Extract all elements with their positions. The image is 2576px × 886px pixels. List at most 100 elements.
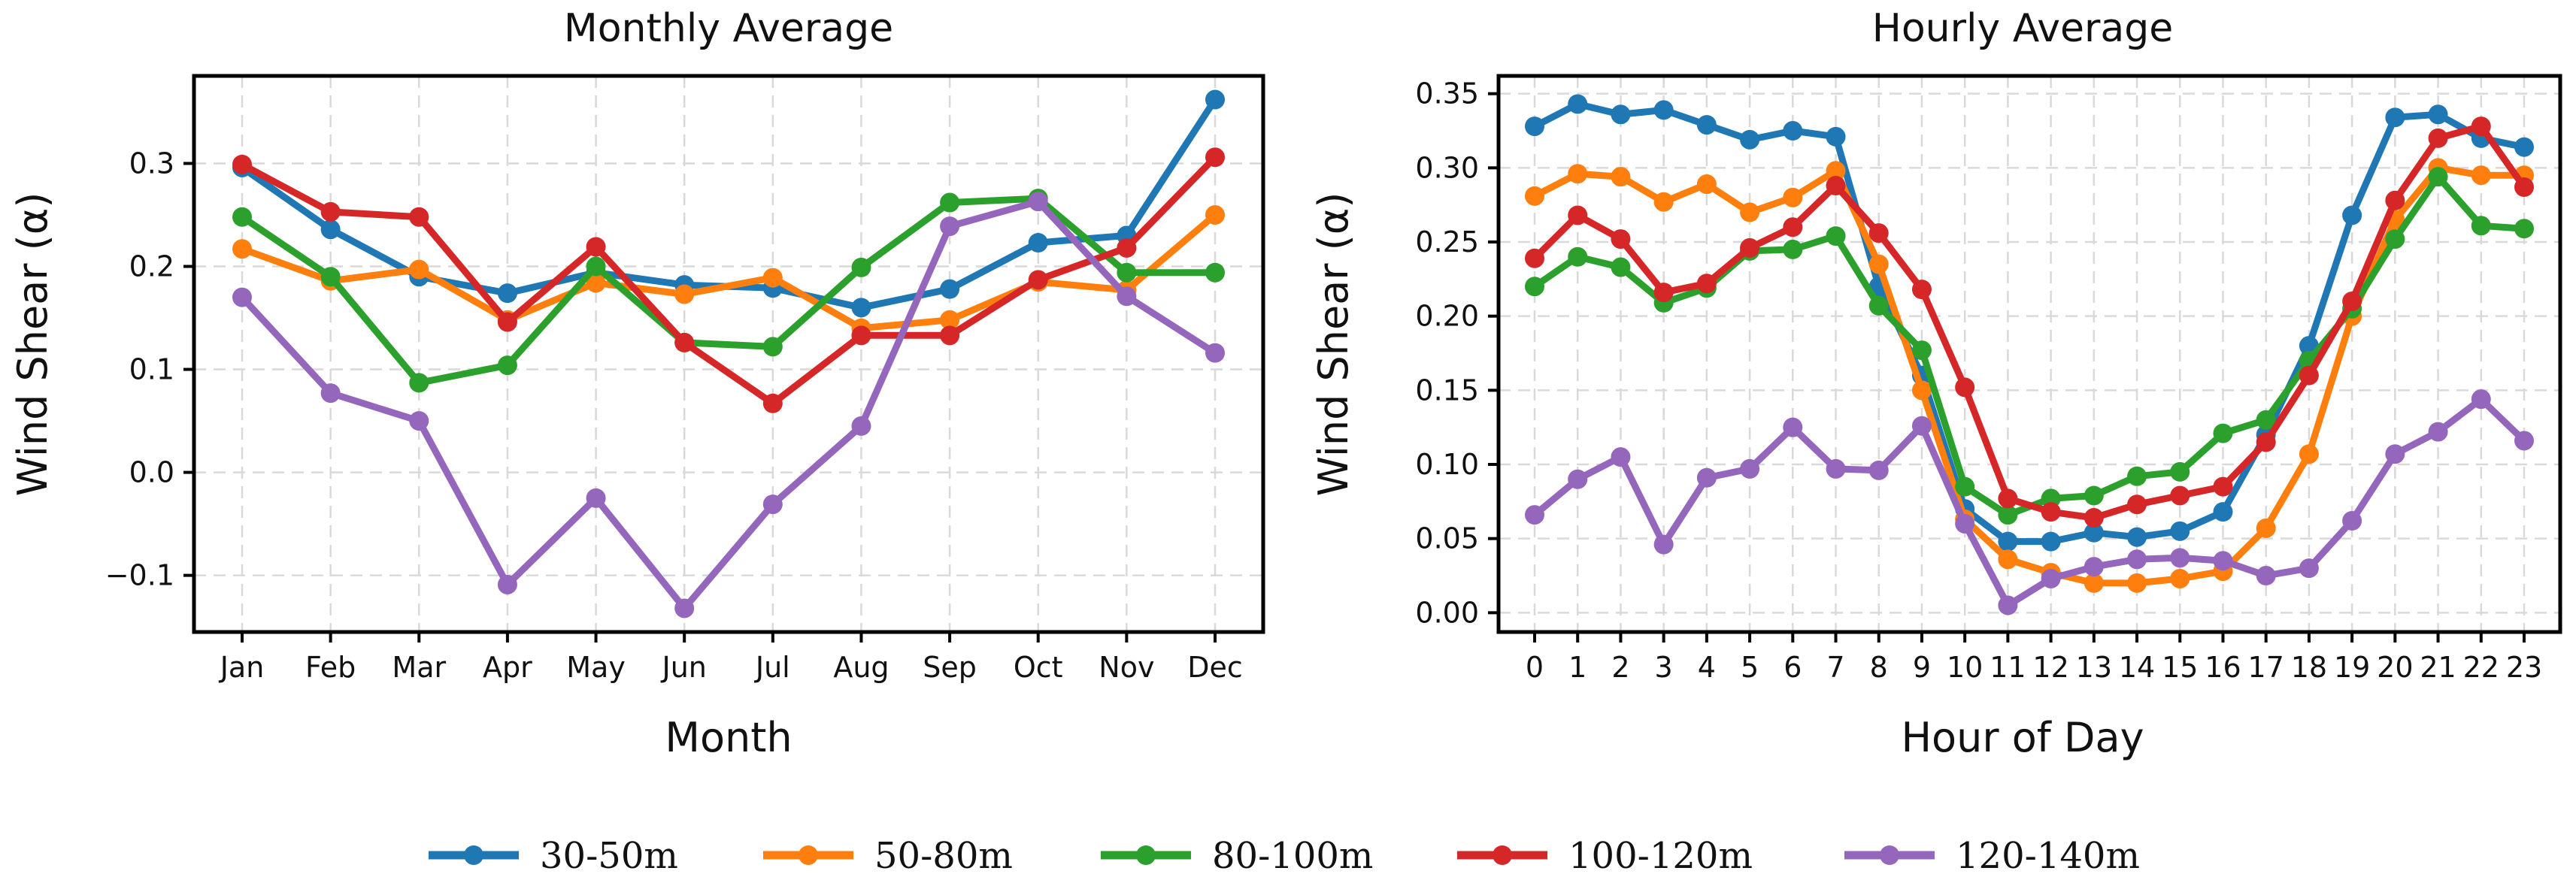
- monthly-x-tick-mar: Mar: [392, 651, 446, 684]
- hourly-point-80-100m-17: [2256, 410, 2276, 430]
- hourly-point-30-50m-19: [2342, 205, 2362, 225]
- legend-item-30-50m: 30-50m: [429, 835, 678, 877]
- hourly-x-axis-label: Hour of Day: [1901, 714, 2144, 761]
- hourly-line-120-140m: [1531, 395, 2528, 609]
- hourly-point-50-80m-7: [1826, 161, 1846, 181]
- hourly-y-tick-7: 0.35: [1415, 77, 1479, 110]
- hourly-point-100-120m-14: [2127, 494, 2147, 515]
- legend-label-50-80m: 50-80m: [874, 835, 1013, 877]
- hourly-series-30-50m: [1525, 94, 2534, 552]
- hourly-point-120-140m-14: [2127, 549, 2147, 570]
- legend-marker-80-100m: [1136, 845, 1156, 865]
- hourly-point-100-120m-17: [2256, 432, 2276, 452]
- hourly-x-tick-6: 6: [1784, 651, 1802, 684]
- hourly-y-axis-label: Wind Shear (α): [1310, 192, 1357, 497]
- monthly-chart-title: Monthly Average: [564, 6, 893, 51]
- hourly-point-80-100m-12: [2041, 488, 2061, 509]
- monthly-point-30-50m-sep: [940, 279, 960, 299]
- monthly-point-120-140m-nov: [1117, 286, 1137, 307]
- hourly-x-tick-22: 22: [2463, 651, 2499, 684]
- hourly-point-80-100m-11: [1998, 505, 2018, 525]
- monthly-average-panel: Monthly Average Month Wind Shear (α) Jan…: [9, 6, 1265, 761]
- hourly-point-120-140m-12: [2041, 568, 2061, 588]
- hourly-point-120-140m-11: [1998, 595, 2018, 615]
- hourly-point-100-120m-4: [1696, 274, 1717, 294]
- hourly-y-tick-5: 0.25: [1415, 225, 1479, 259]
- hourly-point-120-140m-0: [1525, 505, 1544, 525]
- monthly-point-30-50m-apr: [497, 283, 517, 304]
- hourly-point-50-80m-13: [2084, 573, 2104, 593]
- monthly-series-120-140m: [232, 192, 1225, 618]
- monthly-point-120-140m-may: [586, 488, 606, 508]
- monthly-point-80-100m-aug: [851, 257, 871, 277]
- hourly-point-100-120m-2: [1611, 229, 1631, 249]
- hourly-x-tick-20: 20: [2377, 651, 2413, 684]
- hourly-point-80-100m-21: [2428, 167, 2448, 187]
- hourly-point-120-140m-22: [2471, 389, 2491, 410]
- hourly-x-tick-9: 9: [1913, 651, 1931, 684]
- monthly-point-50-80m-jul: [762, 268, 783, 288]
- monthly-point-100-120m-may: [586, 237, 606, 257]
- hourly-point-50-80m-3: [1653, 192, 1674, 212]
- hourly-x-tick-14: 14: [2119, 651, 2155, 684]
- monthly-x-axis-label: Month: [665, 714, 792, 761]
- hourly-point-120-140m-21: [2428, 422, 2448, 442]
- monthly-point-80-100m-apr: [497, 355, 517, 376]
- hourly-point-120-140m-13: [2084, 557, 2104, 577]
- monthly-point-100-120m-feb: [320, 201, 341, 222]
- monthly-point-80-100m-nov: [1117, 262, 1137, 283]
- hourly-point-100-120m-19: [2342, 291, 2362, 311]
- hourly-point-50-80m-11: [1998, 549, 2018, 570]
- hourly-point-120-140m-7: [1826, 458, 1846, 479]
- legend-item-120-140m: 120-140m: [1844, 835, 2140, 877]
- hourly-point-120-140m-15: [2170, 548, 2190, 568]
- hourly-x-tick-21: 21: [2420, 651, 2456, 684]
- monthly-series-80-100m: [232, 189, 1225, 393]
- hourly-y-tick-4: 0.20: [1415, 300, 1479, 333]
- hourly-point-100-120m-12: [2041, 502, 2061, 522]
- hourly-point-50-80m-4: [1696, 174, 1717, 195]
- monthly-ticks: Jan Feb Mar Apr May Jun Jul Aug Sep Oct Nov Dec −0.1…: [105, 147, 1243, 684]
- monthly-point-50-80m-mar: [409, 259, 429, 280]
- hourly-point-100-120m-1: [1568, 205, 1588, 225]
- monthly-x-tick-may: May: [566, 651, 626, 684]
- hourly-x-tick-13: 13: [2076, 651, 2112, 684]
- monthly-point-100-120m-aug: [851, 325, 871, 346]
- hourly-point-80-100m-14: [2127, 466, 2147, 486]
- monthly-plot-frame: [192, 74, 1265, 634]
- monthly-point-100-120m-jul: [762, 393, 783, 413]
- hourly-point-80-100m-10: [1955, 476, 1975, 497]
- hourly-x-tick-4: 4: [1698, 651, 1716, 684]
- hourly-point-30-50m-12: [2041, 531, 2061, 552]
- hourly-point-80-100m-20: [2385, 229, 2405, 249]
- hourly-x-tick-0: 0: [1526, 651, 1544, 684]
- monthly-point-120-140m-mar: [409, 411, 429, 431]
- hourly-point-50-80m-8: [1868, 254, 1889, 274]
- legend-label-120-140m: 120-140m: [1956, 835, 2140, 877]
- hourly-point-30-50m-4: [1696, 115, 1717, 135]
- hourly-point-30-50m-6: [1783, 121, 1803, 141]
- hourly-point-30-50m-0: [1525, 116, 1544, 137]
- hourly-x-tick-19: 19: [2334, 651, 2370, 684]
- hourly-point-100-120m-11: [1998, 488, 2018, 509]
- monthly-line-120-140m: [238, 198, 1219, 612]
- hourly-point-120-140m-19: [2342, 511, 2362, 531]
- monthly-point-100-120m-apr: [497, 312, 517, 332]
- hourly-point-120-140m-8: [1868, 460, 1889, 480]
- monthly-line-100-120m: [238, 153, 1219, 407]
- hourly-point-80-100m-23: [2514, 219, 2534, 239]
- legend-item-100-120m: 100-120m: [1457, 835, 1753, 877]
- hourly-point-100-120m-15: [2170, 485, 2190, 506]
- hourly-point-120-140m-6: [1783, 417, 1803, 437]
- hourly-point-80-100m-15: [2170, 461, 2190, 482]
- monthly-x-tick-nov: Nov: [1099, 651, 1154, 684]
- monthly-y-tick-4: 0.3: [129, 147, 174, 180]
- monthly-x-tick-sep: Sep: [923, 651, 977, 684]
- legend-label-30-50m: 30-50m: [540, 835, 678, 877]
- hourly-point-100-120m-21: [2428, 128, 2448, 148]
- hourly-point-120-140m-10: [1955, 513, 1975, 534]
- hourly-point-30-50m-14: [2127, 527, 2147, 547]
- monthly-line-50-80m: [238, 211, 1219, 332]
- hourly-point-30-50m-1: [1568, 94, 1588, 114]
- monthly-point-120-140m-feb: [320, 383, 341, 404]
